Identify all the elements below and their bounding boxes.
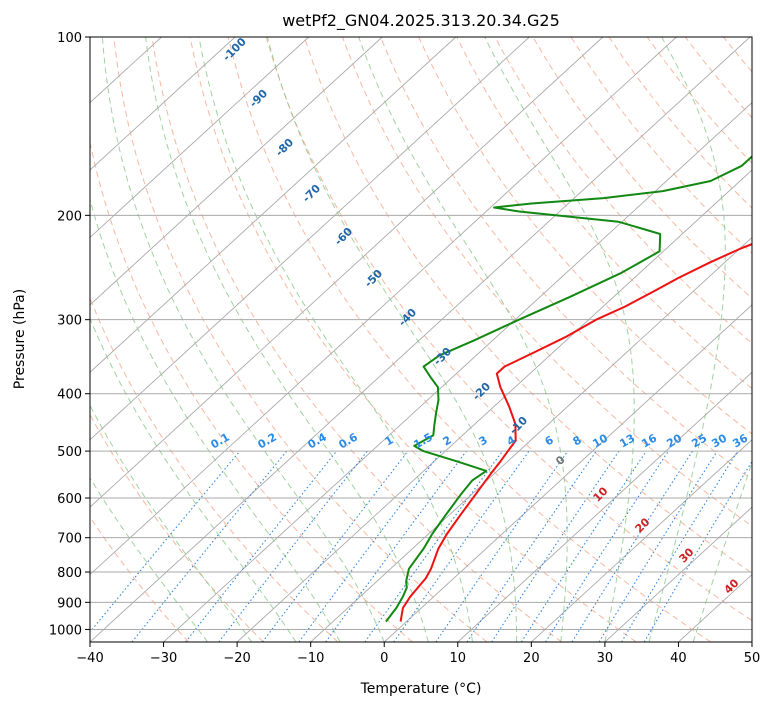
mixing-ratio-line <box>466 450 597 642</box>
moist-adiabat <box>101 37 385 642</box>
dry-adiabat <box>380 37 752 481</box>
x-tick-label: −20 <box>223 651 250 666</box>
x-tick-label: 20 <box>523 651 540 666</box>
moist-adiabat <box>484 37 635 642</box>
dry-adiabat <box>90 516 190 642</box>
y-tick-label: 100 <box>57 31 82 46</box>
isotherm <box>163 101 752 642</box>
mixing-ratio-line <box>325 450 467 642</box>
y-tick-label: 500 <box>57 445 82 460</box>
dry-adiabat <box>227 37 712 642</box>
x-tick-label: 10 <box>450 651 467 666</box>
moist-adiabat <box>90 317 297 642</box>
dry-adiabat <box>303 37 752 574</box>
x-tick-label: 0 <box>380 651 388 666</box>
mixing-ratio-line <box>262 450 409 642</box>
dewpoint-line <box>385 155 752 623</box>
dry-adiabat <box>456 37 752 390</box>
chart-title: wetPf2_GN04.2025.313.20.34.G25 <box>282 11 560 31</box>
x-tick-label: −40 <box>76 651 103 666</box>
isotherm <box>90 37 530 441</box>
moist-adiabat <box>358 37 568 642</box>
isotherm <box>531 439 752 642</box>
dry-adiabat <box>113 37 488 642</box>
dry-adiabat <box>189 37 637 642</box>
mixing-ratio-line <box>621 450 739 642</box>
moist-adiabat <box>198 37 473 642</box>
y-tick-label: 600 <box>57 492 82 507</box>
moist-adiabat <box>90 404 253 642</box>
dry-adiabat <box>90 413 264 642</box>
dry-adiabat <box>418 37 752 435</box>
grid-layer <box>90 37 752 642</box>
isotherm <box>90 37 236 171</box>
dry-adiabat <box>151 37 562 642</box>
mixing-ratio-line <box>364 450 503 642</box>
moist-adiabat <box>648 37 726 642</box>
x-axis: −40 −30 −20 −10 0 10 20 30 40 50 <box>76 642 760 666</box>
isotherm <box>90 37 677 576</box>
x-axis-title: Temperature (°C) <box>360 681 482 697</box>
isotherm <box>90 37 604 508</box>
x-tick-label: 30 <box>597 651 614 666</box>
y-tick-label: 900 <box>57 596 82 611</box>
dry-adiabat <box>532 37 752 299</box>
temperature-line <box>399 243 752 622</box>
y-tick-label: 800 <box>57 566 82 581</box>
mixing-ratio-line <box>435 450 569 642</box>
x-tick-label: 40 <box>670 651 687 666</box>
isotherm <box>90 37 751 642</box>
moist-adiabat <box>267 37 518 642</box>
series-layer <box>385 155 752 623</box>
mixing-ratio-line <box>521 450 647 642</box>
isotherm <box>236 169 752 642</box>
y-axis-title: Pressure (hPa) <box>12 289 28 389</box>
y-tick-label: 200 <box>57 209 82 224</box>
x-tick-label: −30 <box>150 651 177 666</box>
mixing-ratio-line <box>90 450 241 633</box>
mixing-ratio-line <box>545 450 669 642</box>
mixing-ratio-line <box>393 450 530 642</box>
y-tick-label: 300 <box>57 314 82 329</box>
isotherm <box>90 37 383 306</box>
mixing-ratio-line <box>298 450 443 642</box>
mixing-ratio-line <box>491 450 620 642</box>
y-tick-label: 1000 <box>49 623 82 638</box>
isotherm <box>90 37 309 239</box>
isotherm <box>383 304 752 642</box>
moist-adiabat <box>692 460 752 642</box>
moist-adiabat <box>90 477 209 642</box>
dry-adiabat <box>90 140 413 642</box>
isotherm <box>604 506 752 642</box>
plot-frame <box>89 36 753 643</box>
mixing-ratio-line <box>598 450 718 642</box>
isotherm <box>457 371 752 642</box>
x-tick-label: 50 <box>744 651 761 666</box>
x-tick-label: −10 <box>297 651 324 666</box>
dry-adiabat <box>265 37 752 622</box>
moist-adiabat <box>145 37 429 642</box>
y-axis: 100 200 300 400 500 600 700 800 900 1000 <box>49 31 90 638</box>
y-tick-label: 700 <box>57 532 82 547</box>
isotherm <box>310 236 752 642</box>
moist-adiabat <box>90 197 341 642</box>
dry-adiabat <box>494 37 752 344</box>
mixing-ratio-line <box>131 450 288 642</box>
y-tick-label: 400 <box>57 388 82 403</box>
isotherm <box>90 37 457 373</box>
